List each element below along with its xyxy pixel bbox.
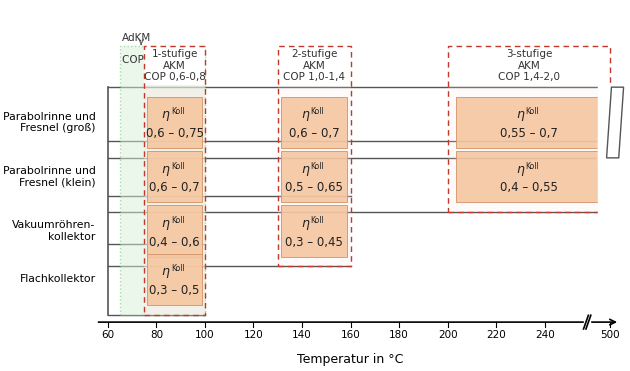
Text: Temperatur in °C: Temperatur in °C — [297, 354, 404, 367]
Text: 1-stufige
AKM
COP 0,6-0,8: 1-stufige AKM COP 0,6-0,8 — [144, 49, 205, 82]
Text: 0,3 – 0,45: 0,3 – 0,45 — [285, 236, 343, 249]
Text: 60: 60 — [101, 329, 115, 339]
Text: Vakuumröhren-
kollektor: Vakuumröhren- kollektor — [13, 220, 96, 242]
Text: Parabolrinne und
Fresnel (groß): Parabolrinne und Fresnel (groß) — [3, 112, 96, 133]
Text: AdKM: AdKM — [122, 33, 152, 43]
Text: 0,4 – 0,55: 0,4 – 0,55 — [500, 181, 558, 194]
Text: Koll: Koll — [311, 216, 324, 225]
Text: 0,3 – 0,5: 0,3 – 0,5 — [149, 284, 200, 297]
Text: 3-stufige
AKM
COP 1,4-2,0: 3-stufige AKM COP 1,4-2,0 — [498, 49, 560, 82]
Text: 0,6 – 0,7: 0,6 – 0,7 — [149, 181, 200, 194]
Bar — [278, 46, 350, 85]
Text: Koll: Koll — [171, 216, 185, 225]
FancyBboxPatch shape — [455, 97, 602, 148]
FancyBboxPatch shape — [147, 97, 202, 148]
Text: Koll: Koll — [525, 107, 539, 116]
Text: $\eta$: $\eta$ — [301, 218, 311, 232]
Text: Koll: Koll — [171, 107, 185, 116]
Text: 0,6 – 0,7: 0,6 – 0,7 — [289, 127, 340, 140]
Text: Koll: Koll — [311, 161, 324, 171]
Text: 160: 160 — [341, 329, 360, 339]
FancyBboxPatch shape — [147, 254, 202, 305]
Text: $\eta$: $\eta$ — [161, 266, 171, 280]
Text: Koll: Koll — [525, 161, 539, 171]
Text: 100: 100 — [195, 329, 215, 339]
FancyBboxPatch shape — [455, 151, 602, 202]
Text: $\eta$: $\eta$ — [301, 164, 311, 178]
FancyBboxPatch shape — [282, 97, 347, 148]
Text: 120: 120 — [244, 329, 263, 339]
Text: Koll: Koll — [171, 161, 185, 171]
Text: 0,6 – 0,75: 0,6 – 0,75 — [146, 127, 203, 140]
FancyBboxPatch shape — [282, 151, 347, 202]
Text: 200: 200 — [438, 329, 457, 339]
Text: 500: 500 — [600, 329, 620, 339]
Bar — [278, 87, 350, 266]
Text: 240: 240 — [535, 329, 554, 339]
Text: 0,4 – 0,6: 0,4 – 0,6 — [149, 236, 200, 249]
Text: $\eta$: $\eta$ — [516, 109, 525, 124]
Bar — [447, 46, 610, 212]
Text: $\eta$: $\eta$ — [161, 218, 171, 232]
Bar — [447, 87, 610, 212]
Polygon shape — [607, 87, 624, 158]
Text: 2-stufige
AKM
COP 1,0-1,4: 2-stufige AKM COP 1,0-1,4 — [283, 49, 345, 82]
Text: $\eta$: $\eta$ — [161, 109, 171, 124]
Text: Koll: Koll — [311, 107, 324, 116]
Text: $\eta$: $\eta$ — [161, 164, 171, 178]
FancyBboxPatch shape — [147, 151, 202, 202]
Text: 220: 220 — [486, 329, 506, 339]
Text: Koll: Koll — [171, 264, 185, 273]
Bar — [144, 46, 205, 85]
Bar — [144, 87, 205, 315]
Text: 0,5 – 0,65: 0,5 – 0,65 — [285, 181, 343, 194]
Text: Parabolrinne und
Fresnel (klein): Parabolrinne und Fresnel (klein) — [3, 166, 96, 187]
Text: $\eta$: $\eta$ — [516, 164, 525, 178]
Text: COP: 0,4-0,65: COP: 0,4-0,65 — [122, 55, 195, 65]
FancyBboxPatch shape — [282, 205, 347, 256]
Bar — [144, 46, 205, 315]
Text: Flachkollektor: Flachkollektor — [20, 274, 96, 284]
Text: 80: 80 — [150, 329, 163, 339]
Bar — [278, 46, 350, 266]
Bar — [120, 46, 205, 315]
Text: 0,55 – 0,7: 0,55 – 0,7 — [500, 127, 558, 140]
Text: 140: 140 — [292, 329, 312, 339]
FancyBboxPatch shape — [147, 205, 202, 256]
Text: $\eta$: $\eta$ — [301, 109, 311, 124]
Bar — [447, 46, 610, 85]
Text: 180: 180 — [389, 329, 409, 339]
